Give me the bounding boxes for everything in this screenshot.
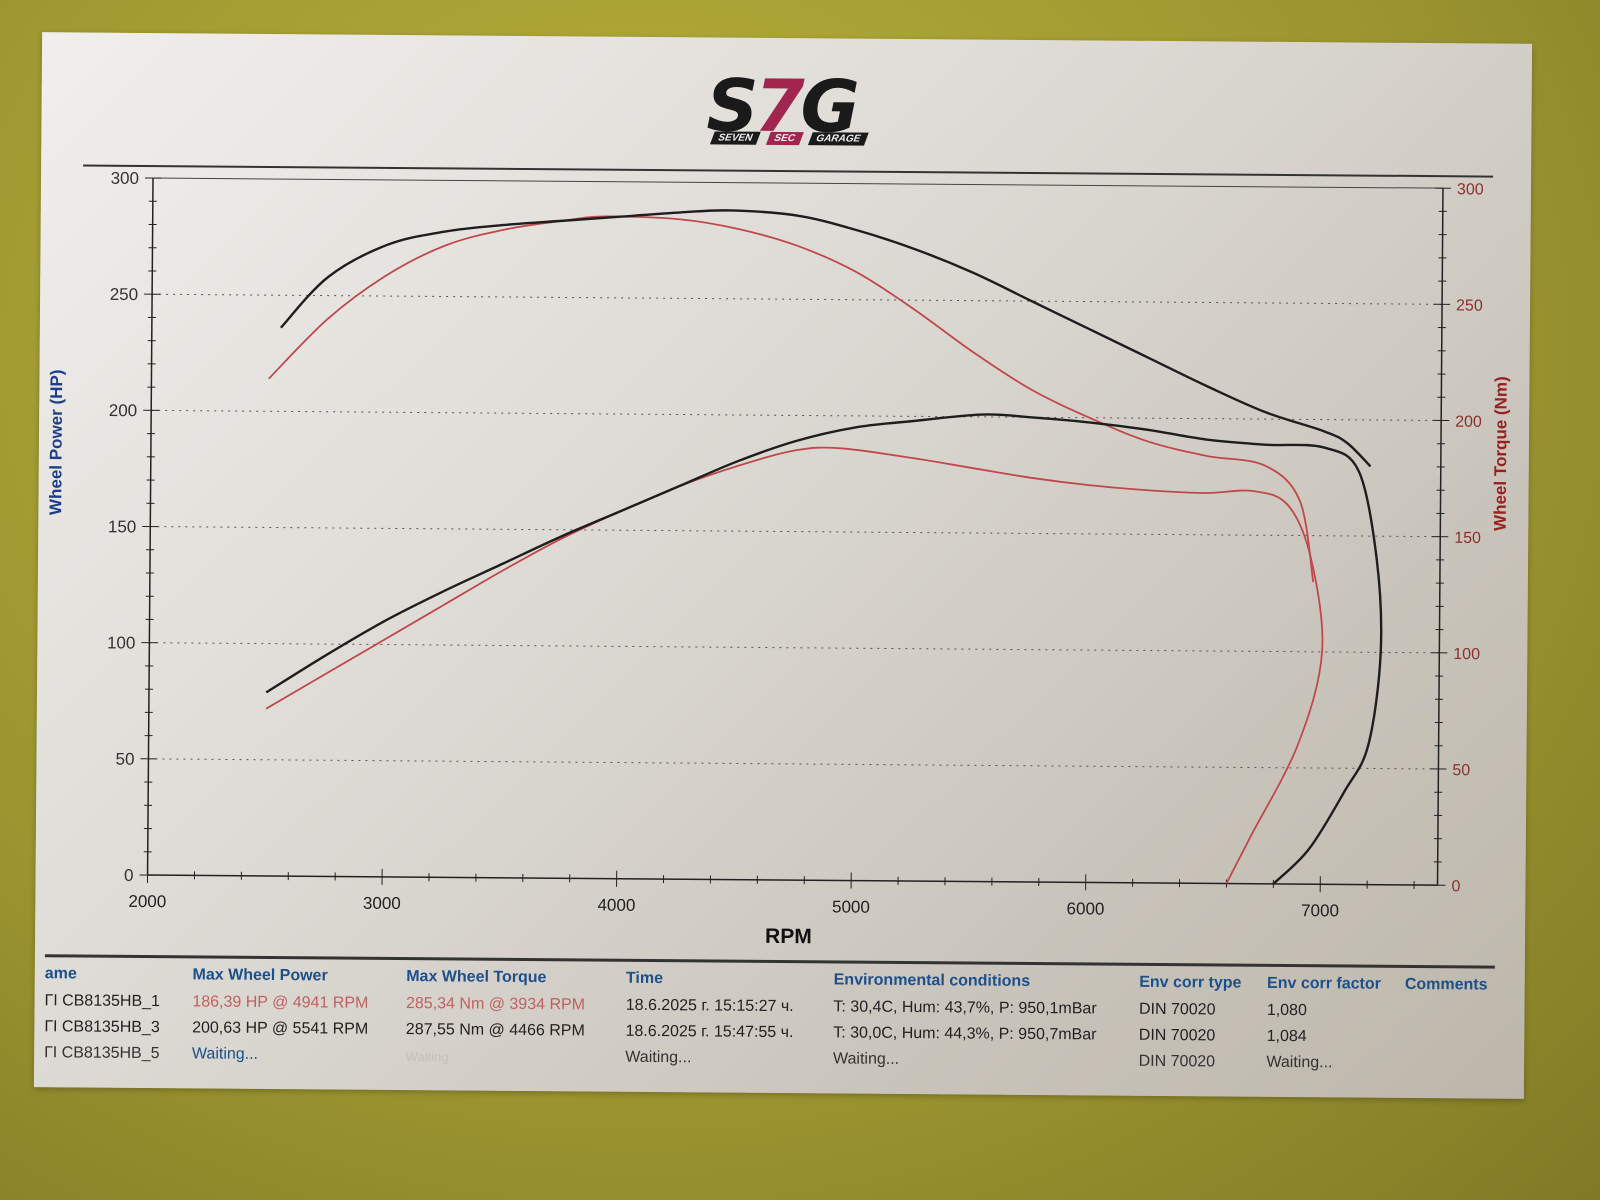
cell-env-corr-type: DIN 70020 [1138,1052,1216,1071]
gridline [148,758,1439,770]
cell-env-corr-factor: 1,080 [1266,1001,1307,1020]
y-tick-label-right: 50 [1452,762,1470,779]
cell-max-torque: 285,34 Nm @ 3934 RPM [405,995,586,1014]
x-tick-label: 4000 [597,896,635,915]
y-tick-label-right: 300 [1457,181,1484,198]
cell-env-corr-type: DIN 70020 [1138,1026,1216,1045]
y-tick-label-right: 0 [1451,878,1460,895]
cb8135hb-1-power-hp-curve [265,446,1324,884]
cell-env-corr-factor: 1,084 [1266,1027,1307,1046]
x-tick-label: 5000 [832,897,870,916]
x-tick-label: 3000 [363,894,401,913]
col-header-env-corr-type: Env corr type [1139,973,1242,992]
gridline [150,526,1441,538]
x-tick-label: 6000 [1067,899,1105,918]
cell-env-conditions: T: 30,4C, Hum: 43,7%, P: 950,1mBar [833,998,1097,1018]
dyno-printout: S7G SEVEN SEC GARAGE 0 50 100 150 200 250 300 0… [33,32,1533,1099]
cell-time: 18.6.2025 г. 15:47:55 ч. [625,1022,794,1042]
cell-run-name: ГI CB8135HB_5 [44,1044,160,1063]
cell-time: 18.6.2025 г. 15:15:27 ч. [625,996,794,1016]
col-header-comments: Comments [1404,975,1488,994]
logo-subtitle: SEVEN SEC GARAGE [709,131,870,146]
cell-run-name: ГI CB8135HB_3 [44,1018,160,1037]
y-tick-label-left: 50 [115,750,134,769]
cell-env-conditions: Waiting... [832,1050,900,1068]
cell-env-corr-factor: Waiting... [1266,1053,1333,1072]
col-header-time: Time [625,969,664,988]
cell-max-power: Waiting... [191,1045,259,1063]
x-tick-label: 7000 [1301,901,1339,920]
col-header-env-conditions: Environmental conditions [833,971,1031,990]
cell-comments [1405,1012,1505,1013]
x-axis-label: RPM [764,924,812,949]
cb8135hb-1-torque-nm-curve [268,215,1315,583]
logo-word-garage: GARAGE [808,132,870,146]
gridline [149,642,1440,654]
x-tick-label: 2000 [128,892,166,911]
y-tick-label-right: 100 [1453,646,1480,663]
cell-comments [1404,1064,1504,1065]
x-axis [147,874,1438,886]
chart-plot-area: 0501001502002503000501001502002503002000… [107,169,1484,921]
plot-top-border [153,177,1443,189]
cell-max-torque: Waiting [405,1048,449,1064]
cell-max-power: 200,63 HP @ 5541 RPM [192,1019,369,1038]
y-tick-label-left: 150 [108,517,137,536]
cell-max-power: 186,39 HP @ 4941 RPM [192,993,369,1012]
dyno-chart: 0 50 100 150 200 250 300 0 50 100 150 200 250 300 2000… [45,162,1511,958]
y-tick-label-left: 200 [109,401,138,420]
gridline [152,293,1443,305]
y-tick-label-left: 0 [124,866,134,885]
y-tick-label-left: 100 [107,633,136,652]
col-header-max-torque: Max Wheel Torque [406,968,547,987]
cb8135hb-3-power-hp-curve [265,413,1383,885]
cell-env-corr-type: DIN 70020 [1138,1000,1216,1019]
y-tick-label-left: 300 [111,169,140,188]
col-header-env-corr-factor: Env corr factor [1266,974,1381,993]
y-tick-label-right: 150 [1454,530,1481,547]
cell-max-torque: 287,55 Nm @ 4466 RPM [405,1021,585,1040]
cell-time: Waiting... [625,1048,692,1067]
cell-env-conditions: T: 30,0C, Hum: 44,3%, P: 950,7mBar [833,1024,1097,1044]
gridline [151,409,1442,421]
y-tick-label-left: 250 [110,285,139,304]
y-tick-label-right: 250 [1456,297,1483,314]
logo-word-seven: SEVEN [709,131,761,145]
cell-run-name: ГI CB8135HB_1 [44,992,161,1011]
col-header-name: ame [44,965,77,983]
col-header-max-power: Max Wheel Power [192,966,328,985]
y-tick-label-right: 200 [1455,414,1482,431]
y-axis-right-label: Wheel Torque (Nm) [1490,376,1511,531]
logo-word-sec: SEC [765,131,804,146]
y-axis-left-label: Wheel Power (HP) [46,369,67,516]
s7g-logo: S7G SEVEN SEC GARAGE [706,63,947,157]
results-table: ame Max Wheel Power Max Wheel Torque Tim… [44,960,1505,1077]
cb8135hb-3-torque-nm-curve [279,209,1372,468]
cell-comments [1404,1038,1504,1039]
